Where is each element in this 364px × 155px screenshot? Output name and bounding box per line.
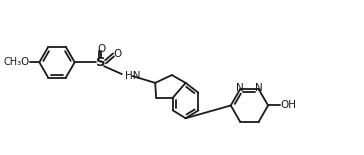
Text: O: O [97,44,105,53]
Text: CH₃: CH₃ [3,57,21,67]
Text: OH: OH [281,100,297,111]
Text: O: O [114,49,122,59]
Text: S: S [96,56,106,69]
Text: N: N [236,83,244,93]
Text: HN: HN [125,71,140,81]
Text: N: N [255,83,263,93]
Text: O: O [20,57,28,67]
